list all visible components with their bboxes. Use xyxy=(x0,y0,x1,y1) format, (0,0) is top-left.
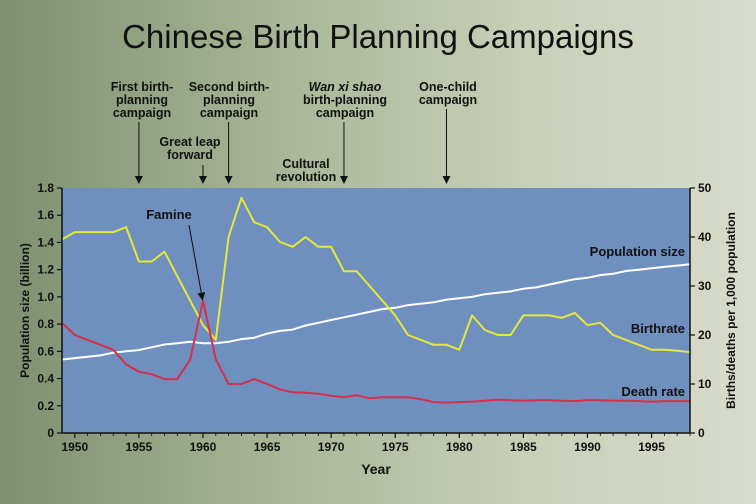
y-right-tick-label: 20 xyxy=(698,328,712,342)
series-line-death-rate xyxy=(61,299,690,404)
event-label-great-leap: Great leap forward xyxy=(159,135,221,162)
x-axis-title: Year xyxy=(361,461,391,477)
y-left-tick-label: 0 xyxy=(47,426,54,440)
event-label-famine: Famine xyxy=(146,207,192,222)
y-left-tick-label: 1.8 xyxy=(37,181,54,195)
campaign-label: Second birth-planning campaign xyxy=(189,80,270,120)
y-right-tick-label: 50 xyxy=(698,181,712,195)
x-tick-label: 1970 xyxy=(318,440,345,454)
series-label: Death rate xyxy=(621,384,685,399)
x-tick-label: 1980 xyxy=(446,440,473,454)
y-left-tick-label: 0.6 xyxy=(37,344,54,358)
y-right-tick-label: 0 xyxy=(698,426,705,440)
event-label-cultural-revolution: Cultural revolution xyxy=(276,157,336,184)
y-left-tick-label: 1.4 xyxy=(37,235,54,249)
x-tick-label: 1995 xyxy=(638,440,665,454)
slide-title: Chinese Birth Planning Campaigns xyxy=(122,18,634,55)
y-right-tick-label: 40 xyxy=(698,230,712,244)
campaign-label: One-child campaign xyxy=(419,80,477,107)
x-tick-label: 1955 xyxy=(126,440,153,454)
event-arrow-famine xyxy=(188,224,206,301)
campaign-label: First birth-planning campaign xyxy=(111,80,174,120)
series-label: Population size xyxy=(590,244,685,259)
campaign-label: Wan xi shao birth-planning campaign xyxy=(303,80,387,120)
x-tick-label: 1990 xyxy=(574,440,601,454)
series-line-birthrate xyxy=(61,196,691,354)
x-tick-label: 1950 xyxy=(61,440,88,454)
series-label: Birthrate xyxy=(631,321,685,336)
x-tick-label: 1985 xyxy=(510,440,537,454)
y-left-tick-label: 0.4 xyxy=(37,372,54,386)
y-right-axis-title: Births/deaths per 1,000 population xyxy=(724,212,738,409)
y-left-axis-title: Population size (billion) xyxy=(18,243,32,378)
y-left-tick-label: 1.6 xyxy=(37,208,54,222)
y-left-tick-label: 0.8 xyxy=(37,317,54,331)
y-left-tick-label: 0.2 xyxy=(37,399,54,413)
x-tick-label: 1960 xyxy=(190,440,217,454)
y-left-tick-label: 1.2 xyxy=(37,263,54,277)
x-tick-label: 1975 xyxy=(382,440,409,454)
y-left-tick-label: 1.0 xyxy=(37,290,54,304)
x-tick-label: 1965 xyxy=(254,440,281,454)
y-right-tick-label: 30 xyxy=(698,279,712,293)
y-right-tick-label: 10 xyxy=(698,377,712,391)
series-line-population-size xyxy=(61,263,691,361)
